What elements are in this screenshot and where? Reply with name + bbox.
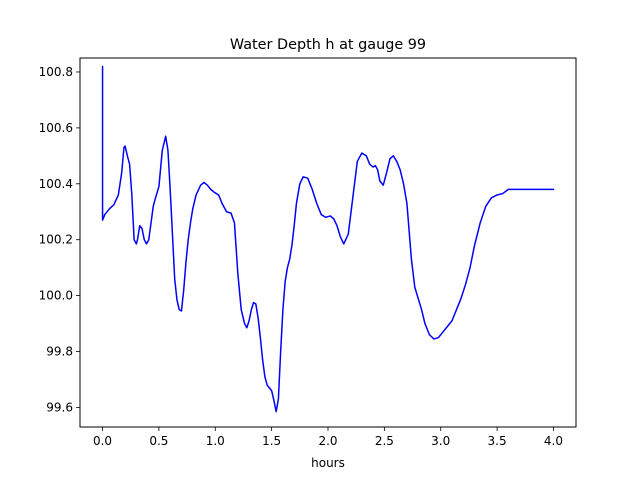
y-tick-label: 100.8 [39, 65, 73, 79]
x-tick-label: 1.0 [206, 434, 225, 448]
y-tick-label: 100.2 [39, 233, 73, 247]
y-tick-label: 100.4 [39, 177, 73, 191]
chart-title: Water Depth h at gauge 99 [230, 37, 426, 53]
x-tick-label: 0.0 [93, 434, 112, 448]
x-tick-label: 0.5 [149, 434, 168, 448]
y-tick-label: 99.8 [46, 345, 73, 359]
water-depth-series-line [101, 65, 555, 413]
x-axis-label: hours [311, 456, 345, 470]
x-tick-label: 3.5 [488, 434, 507, 448]
x-axis: 0.0 0.5 1.0 1.5 2.0 2.5 3.0 3.5 4.0 [93, 427, 563, 448]
y-axis: 99.6 99.8 100.0 100.2 100.4 100.6 100.8 [39, 65, 80, 414]
x-tick-label: 2.5 [375, 434, 394, 448]
y-tick-label: 100.6 [39, 121, 73, 135]
x-tick-label: 1.5 [262, 434, 281, 448]
x-tick-label: 3.0 [431, 434, 450, 448]
data-layer [101, 65, 555, 413]
x-tick-label: 2.0 [318, 434, 337, 448]
y-tick-label: 100.0 [39, 289, 73, 303]
plot-area-background [80, 58, 576, 427]
x-tick-label: 4.0 [544, 434, 563, 448]
y-tick-label: 99.6 [46, 400, 73, 414]
